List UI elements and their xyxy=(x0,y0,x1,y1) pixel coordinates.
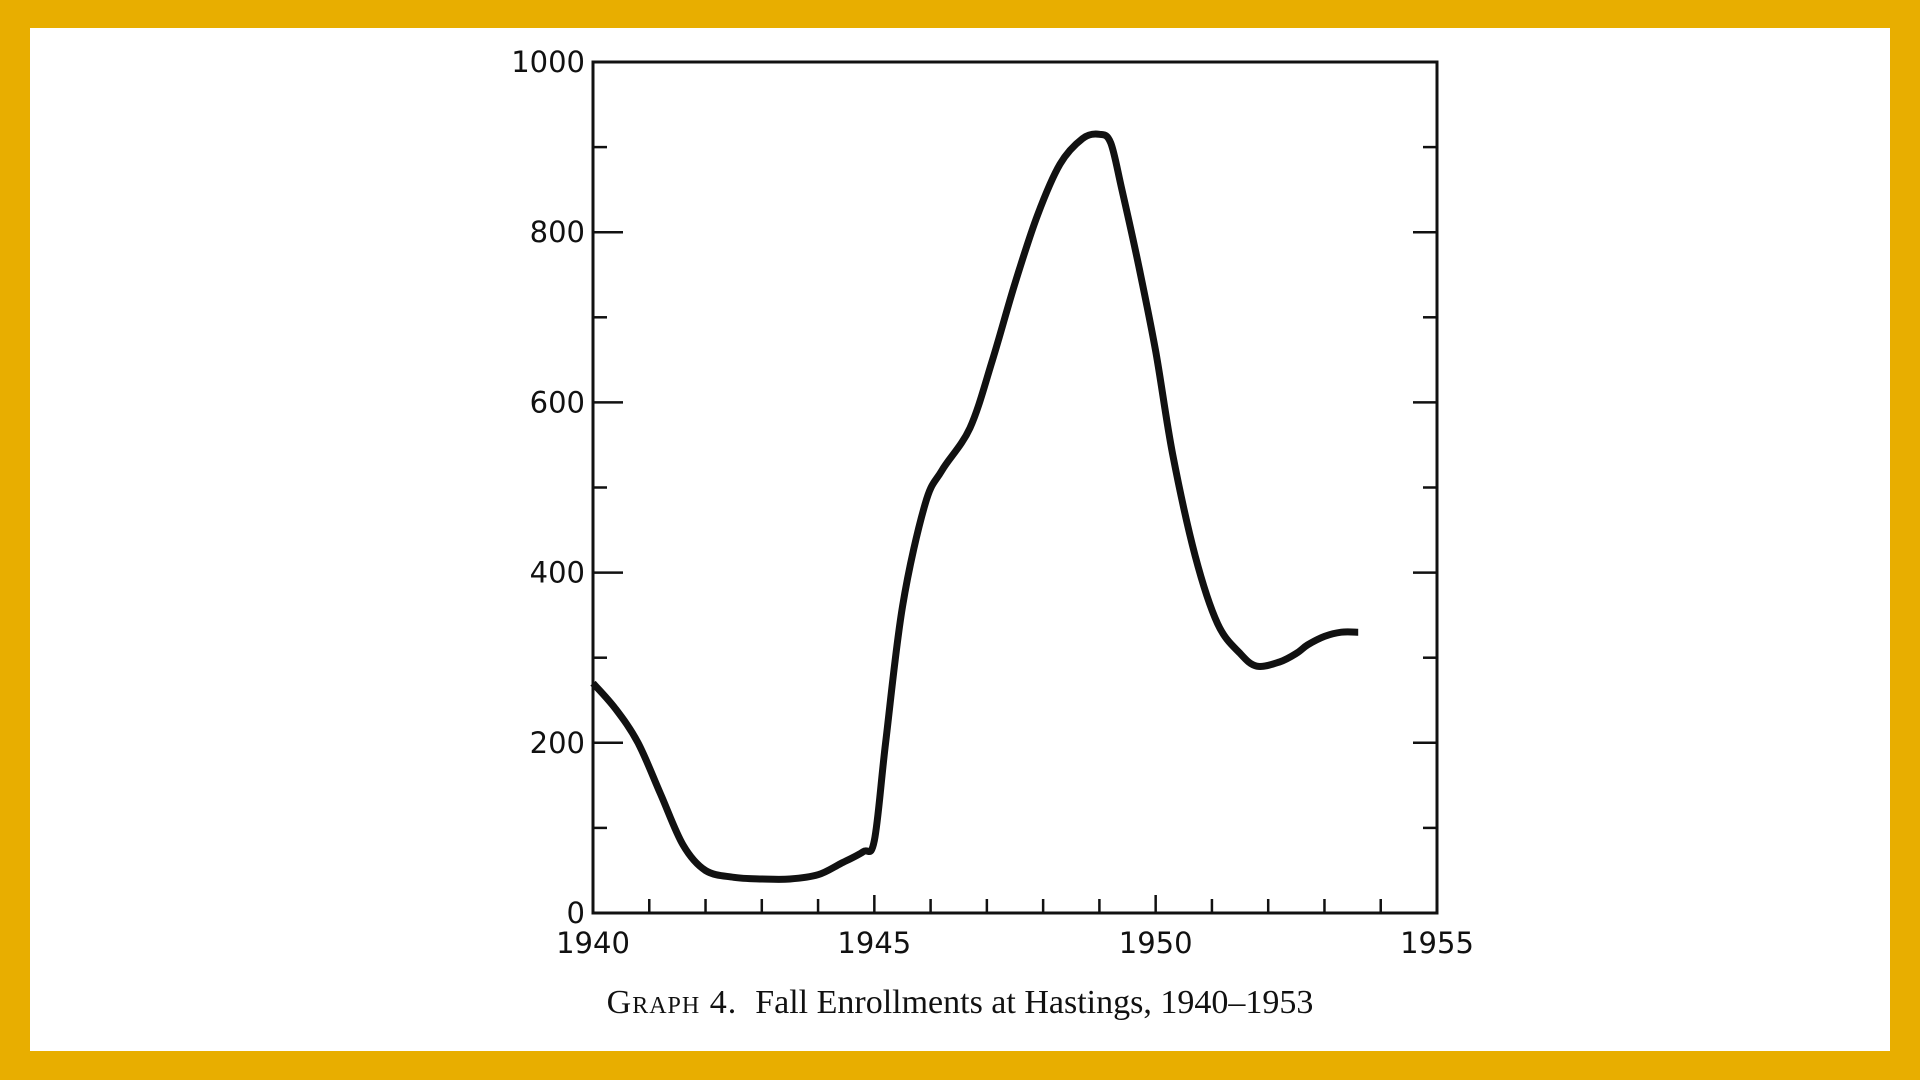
x-tick-label: 1955 xyxy=(1400,926,1474,960)
y-tick-label: 800 xyxy=(530,215,585,249)
y-tick-label: 400 xyxy=(530,556,585,590)
enrollment-line xyxy=(590,130,1359,883)
enrollment-chart: 1940 1945 1950 1955 0 200 400 600 800 1000 Graph … xyxy=(511,45,1474,1021)
y-tick-label: 600 xyxy=(530,385,585,419)
caption-label: Graph 4. xyxy=(607,984,738,1021)
plot-border xyxy=(591,60,1439,915)
y-tick-label: 0 xyxy=(567,896,585,930)
y-tick-label: 200 xyxy=(530,726,585,760)
x-tick-label: 1945 xyxy=(837,926,911,960)
chart-frame: 1940 1945 1950 1955 0 200 400 600 800 1000 Graph … xyxy=(30,28,1890,1051)
y-tick-label: 1000 xyxy=(511,45,585,79)
x-tick-label: 1940 xyxy=(556,926,630,960)
axes xyxy=(591,60,1439,915)
tick-labels: 1940 1945 1950 1955 0 200 400 600 800 1000 xyxy=(511,45,1474,960)
chart-caption: Graph 4. Fall Enrollments at Hastings, 1… xyxy=(607,984,1314,1021)
series xyxy=(590,130,1359,883)
ticks xyxy=(591,60,1439,915)
chart-title: Fall Enrollments at Hastings, 1940–1953 xyxy=(755,984,1313,1021)
x-tick-label: 1950 xyxy=(1119,926,1193,960)
